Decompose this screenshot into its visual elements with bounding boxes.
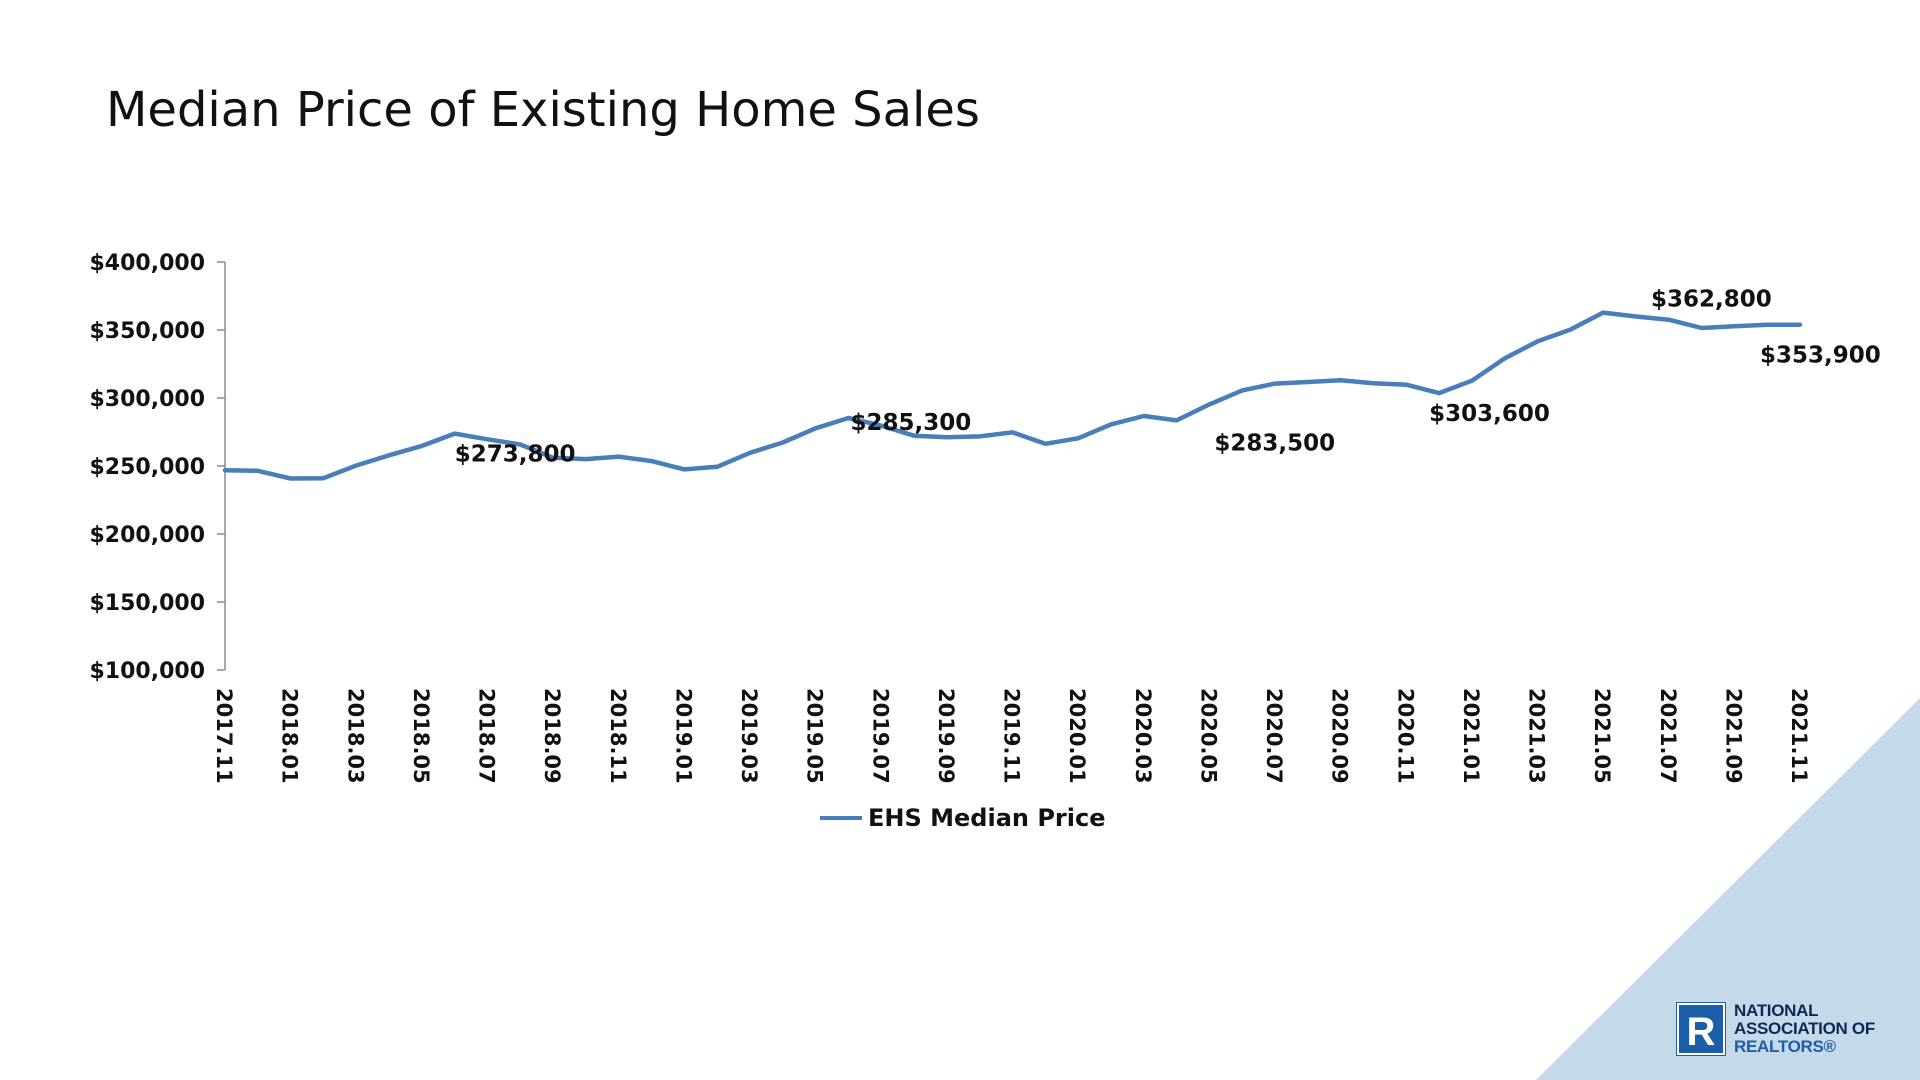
x-tick-label: 2019.03 [737, 688, 761, 784]
x-tick-label: 2020.09 [1328, 688, 1352, 784]
y-tick-label: $400,000 [89, 251, 205, 276]
data-label: $353,900 [1760, 343, 1881, 369]
x-tick-label: 2018.11 [606, 688, 630, 784]
x-tick-label: 2020.03 [1131, 688, 1155, 784]
x-tick-label: 2020.05 [1196, 688, 1220, 784]
y-tick-label: $100,000 [89, 659, 205, 684]
x-tick-label: 2020.07 [1262, 688, 1286, 784]
logo-line-3: REALTORS® [1734, 1037, 1836, 1056]
data-label: $362,800 [1651, 287, 1772, 313]
logo-wordmark: NATIONAL ASSOCIATION OF REALTORS® [1734, 1002, 1875, 1056]
y-tick-label: $300,000 [89, 387, 205, 412]
y-tick-label: $250,000 [89, 455, 205, 480]
y-tick-label: $200,000 [89, 523, 205, 548]
data-label: $303,600 [1429, 401, 1550, 427]
x-tick-label: 2021.09 [1721, 688, 1745, 784]
x-tick-label: 2020.11 [1393, 688, 1417, 784]
legend-swatch [820, 816, 862, 820]
logo-line-2: ASSOCIATION OF [1734, 1019, 1875, 1038]
x-tick-label: 2021.07 [1656, 688, 1680, 784]
x-tick-label: 2017.11 [212, 688, 236, 784]
x-tick-label: 2019.09 [934, 688, 958, 784]
corner-triangle [1536, 698, 1920, 1080]
x-tick-label: 2021.11 [1787, 688, 1811, 784]
x-tick-label: 2018.05 [409, 688, 433, 784]
x-tick-label: 2018.09 [540, 688, 564, 784]
page-title: Median Price of Existing Home Sales [106, 82, 980, 138]
y-tick-label: $350,000 [89, 319, 205, 344]
x-tick-label: 2019.11 [1000, 688, 1024, 784]
chart-legend: EHS Median Price [820, 804, 1105, 832]
x-tick-label: 2018.07 [475, 688, 499, 784]
x-tick-label: 2021.03 [1525, 688, 1549, 784]
y-tick-label: $150,000 [89, 591, 205, 616]
logo-line-1: NATIONAL [1734, 1001, 1819, 1020]
x-tick-label: 2019.05 [803, 688, 827, 784]
x-tick-label: 2020.01 [1065, 688, 1089, 784]
data-label: $285,300 [850, 410, 971, 436]
realtor-r-icon: R [1676, 1002, 1726, 1056]
logo-mark-letter: R [1687, 1010, 1716, 1054]
legend-label: EHS Median Price [868, 804, 1106, 832]
x-tick-label: 2021.05 [1590, 688, 1614, 784]
x-tick-label: 2019.07 [868, 688, 892, 784]
x-tick-label: 2021.01 [1459, 688, 1483, 784]
x-tick-label: 2018.03 [343, 688, 367, 784]
data-label: $273,800 [455, 442, 576, 468]
data-label: $283,500 [1214, 430, 1335, 456]
x-tick-label: 2019.01 [671, 688, 695, 784]
x-tick-label: 2018.01 [278, 688, 302, 784]
nar-logo: R NATIONAL ASSOCIATION OF REALTORS® [1676, 1002, 1875, 1056]
